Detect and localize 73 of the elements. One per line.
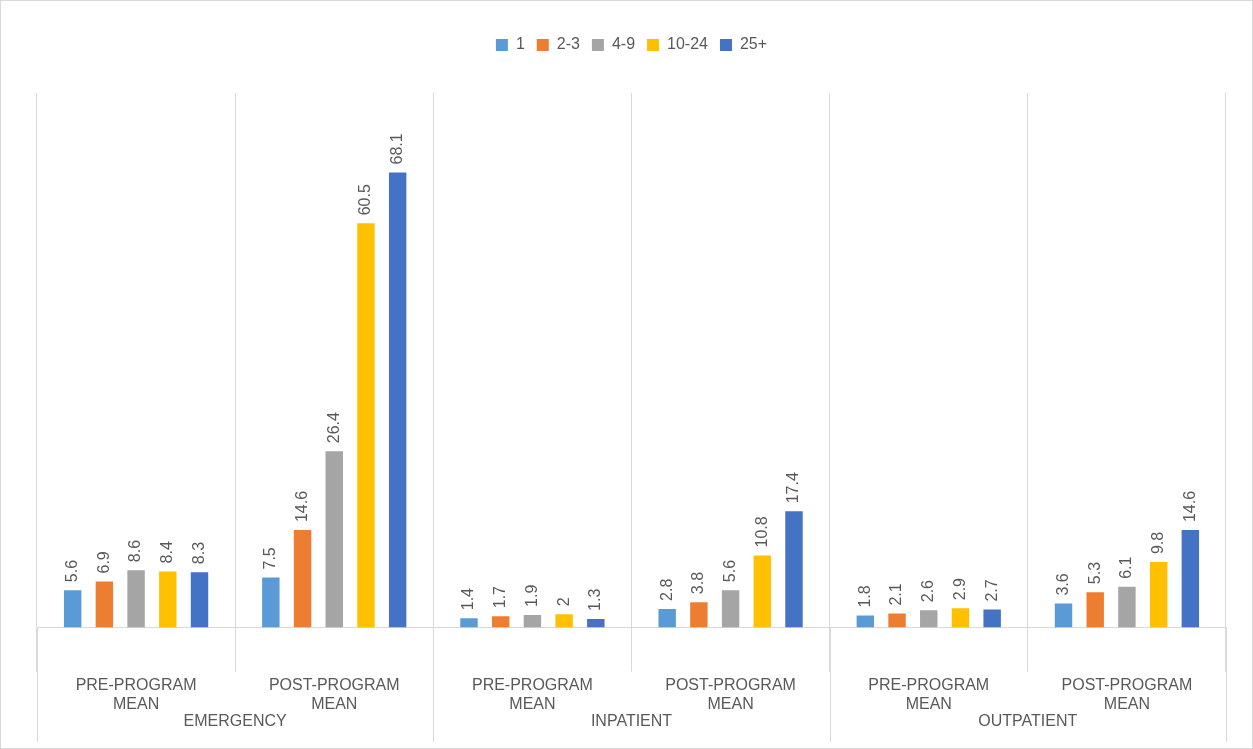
bar xyxy=(1054,603,1073,628)
data-label: 6.1 xyxy=(1117,556,1135,579)
bar xyxy=(983,609,1001,628)
bar xyxy=(587,618,605,628)
bar xyxy=(1181,530,1200,628)
bar xyxy=(920,610,938,628)
bar xyxy=(753,555,772,628)
data-label: 2.1 xyxy=(887,583,905,606)
data-label: 5.6 xyxy=(720,559,738,583)
bar xyxy=(190,572,209,628)
data-label: 9.8 xyxy=(1149,531,1167,555)
x-tick-label: POST-PROGRAM MEAN xyxy=(1061,675,1193,712)
text: OUTPATIENT xyxy=(978,712,1078,730)
data-label: 5.3 xyxy=(1085,561,1103,585)
data-label: 14.6 xyxy=(292,490,310,523)
bar xyxy=(1149,562,1168,628)
data-label: 3.8 xyxy=(689,571,707,595)
data-label: 2.7 xyxy=(982,579,1000,602)
data-label: 5.6 xyxy=(63,559,81,583)
bar xyxy=(523,614,542,628)
bar xyxy=(127,570,145,628)
bar xyxy=(293,530,312,628)
bar xyxy=(159,571,177,628)
text: INPATIENT xyxy=(590,712,673,730)
bar xyxy=(951,608,970,628)
bar xyxy=(555,614,573,628)
data-label: 2.6 xyxy=(919,579,937,603)
x-tick-label: PRE-PROGRAM MEAN xyxy=(868,675,990,712)
data-label: 2.9 xyxy=(950,577,968,601)
bar xyxy=(491,616,510,628)
data-label: 60.5 xyxy=(356,184,374,216)
data-label: 14.6 xyxy=(1180,490,1198,523)
x-tick-label: PRE-PROGRAM MEAN xyxy=(471,675,593,712)
data-label: 6.9 xyxy=(94,551,112,574)
legend-label: 4-9 xyxy=(611,35,636,53)
legend-label: 2-3 xyxy=(556,35,581,53)
bar xyxy=(95,581,114,628)
x-tick-label: POST-PROGRAM MEAN xyxy=(268,675,400,712)
bar xyxy=(888,613,906,628)
bar xyxy=(325,451,343,628)
bar xyxy=(690,602,708,628)
bar xyxy=(658,608,676,628)
data-label: 1.7 xyxy=(491,585,509,609)
bar xyxy=(357,223,375,628)
x-tick-label: PRE-PROGRAM MEAN xyxy=(75,675,197,712)
data-label: 8.6 xyxy=(126,539,144,563)
x-tick-label: POST-PROGRAM MEAN xyxy=(665,675,796,712)
bar xyxy=(460,618,478,628)
data-label: 1.8 xyxy=(855,585,873,608)
data-label: 7.5 xyxy=(261,547,279,570)
bar xyxy=(262,577,280,628)
legend-label: 1 xyxy=(515,35,525,53)
bar xyxy=(1086,592,1104,628)
data-label: 68.1 xyxy=(388,133,406,165)
data-label: 26.4 xyxy=(324,411,342,444)
bar xyxy=(785,511,803,628)
data-label: 2.8 xyxy=(657,578,675,601)
data-label: 10.8 xyxy=(752,516,770,548)
data-label: 17.4 xyxy=(784,472,802,504)
data-label: 1.9 xyxy=(522,584,540,607)
bar xyxy=(63,590,82,628)
data-label: 1.3 xyxy=(586,588,604,611)
bar xyxy=(1118,586,1136,628)
data-label: 2 xyxy=(554,597,572,607)
legend-label: 10-24 xyxy=(667,35,709,53)
text: EMERGENCY xyxy=(183,712,288,730)
bar xyxy=(721,590,740,628)
bar xyxy=(388,172,407,628)
data-label: 8.4 xyxy=(158,541,176,564)
data-label: 8.3 xyxy=(189,541,207,565)
legend-label: 25+ xyxy=(739,35,768,53)
data-label: 1.4 xyxy=(459,587,477,611)
data-label: 3.6 xyxy=(1053,573,1071,596)
